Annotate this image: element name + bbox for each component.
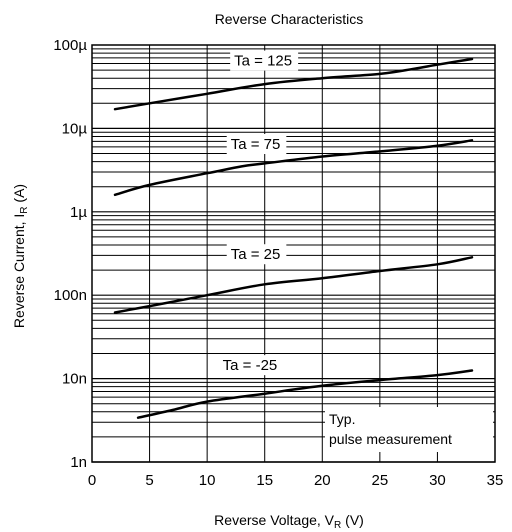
series-label-3: Ta = -25 <box>218 355 284 376</box>
x-tick-label: 5 <box>145 472 153 489</box>
x-axis-label-subscript: R <box>334 520 341 531</box>
series-label-background <box>226 134 287 155</box>
series-label-background <box>218 355 284 376</box>
series-label-layer: Ta = 125 Ta = 75 Ta = 25 Ta = -25 <box>218 50 299 376</box>
x-tick-label: 30 <box>429 472 446 489</box>
x-axis-label-unit: (V) <box>341 512 364 528</box>
x-tick-label: 0 <box>88 472 96 489</box>
series-label-0: Ta = 125 <box>230 50 299 71</box>
x-tick-label: 35 <box>487 472 504 489</box>
series-label-text: Ta = 75 <box>231 136 281 153</box>
measurement-note-line-2: pulse measurement <box>329 431 452 447</box>
y-axis-label-text: Reverse Current, I <box>11 214 27 328</box>
x-tick-labels: 0 5 10 15 20 25 30 35 <box>88 472 504 489</box>
chart-title: Reverse Characteristics <box>215 11 364 27</box>
series-line-0 <box>113 57 474 111</box>
measurement-note-background <box>325 407 493 452</box>
y-tick-label: 10µ <box>62 120 88 137</box>
series-label-text: Ta = 25 <box>231 246 281 263</box>
series-label-1: Ta = 75 <box>226 134 287 155</box>
series-label-2: Ta = 25 <box>226 244 287 265</box>
x-tick-label: 25 <box>372 472 389 489</box>
y-tick-label: 100µ <box>53 37 87 54</box>
series-line-3 <box>136 369 474 419</box>
series-layer <box>113 57 474 419</box>
x-tick-label: 20 <box>314 472 331 489</box>
y-tick-label: 10n <box>62 371 87 388</box>
series-label-background <box>226 244 287 265</box>
series-label-text: Ta = 125 <box>234 53 292 70</box>
y-tick-labels: 1n 10n 100n 1µ 10µ 100µ <box>53 37 87 471</box>
y-axis-label-unit: (A) <box>11 184 27 207</box>
y-tick-label: 1µ <box>70 204 87 221</box>
series-line-2 <box>113 256 474 314</box>
series-label-background <box>230 50 299 71</box>
series-line-1 <box>113 139 474 197</box>
x-axis-label: Reverse Voltage, VR (V) <box>214 512 364 531</box>
x-tick-label: 10 <box>199 472 216 489</box>
y-axis-label-subscript: R <box>19 206 30 213</box>
y-tick-label: 100n <box>54 287 87 304</box>
series-label-text: Ta = -25 <box>223 357 278 374</box>
x-axis-label-text: Reverse Voltage, V <box>214 512 335 528</box>
plot-frame <box>91 44 496 463</box>
grid-layer <box>91 45 496 463</box>
measurement-note-line-1: Typ. <box>329 411 355 427</box>
x-tick-label: 15 <box>256 472 273 489</box>
y-axis-label: Reverse Current, IR (A) <box>11 184 30 328</box>
y-tick-label: 1n <box>70 454 87 471</box>
measurement-note: Typ. pulse measurement <box>325 407 493 452</box>
